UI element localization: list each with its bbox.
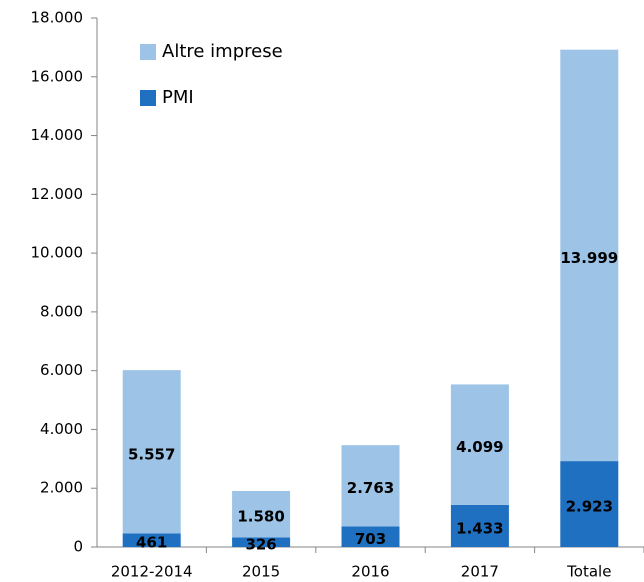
y-tick-label: 18.000 [31, 9, 84, 27]
bar-segment [560, 49, 619, 462]
y-tick-label: 2.000 [40, 479, 83, 497]
bar-segment [450, 384, 509, 505]
data-label: 5.557 [128, 445, 175, 463]
data-label: 1.433 [456, 519, 503, 537]
bar-segment [341, 445, 400, 527]
data-label: 326 [245, 536, 276, 554]
bar-segment [122, 533, 181, 547]
y-tick-label: 6.000 [40, 361, 83, 379]
y-tick-label: 0 [73, 538, 83, 556]
x-tick-label: 2016 [351, 563, 389, 581]
y-tick-label: 8.000 [40, 302, 83, 320]
y-tick-label: 10.000 [31, 244, 84, 262]
x-tick-label: Totale [566, 563, 611, 581]
y-tick-label: 14.000 [31, 126, 84, 144]
bar-segment [232, 490, 291, 538]
data-label: 2.763 [347, 479, 394, 497]
data-label: 2.923 [566, 498, 613, 516]
bar-segment [450, 504, 509, 547]
data-label: 4.099 [456, 438, 503, 456]
bar-segment [560, 461, 619, 547]
data-label: 13.999 [560, 249, 618, 267]
data-label: 703 [355, 530, 386, 548]
legend-label: PMI [162, 87, 194, 108]
data-label: 461 [136, 534, 167, 552]
y-tick-label: 4.000 [40, 420, 83, 438]
legend-label: Altre imprese [162, 41, 283, 62]
legend-swatch [140, 44, 156, 60]
x-tick-label: 2017 [461, 563, 499, 581]
data-label: 1.580 [237, 508, 284, 526]
x-tick-label: 2015 [242, 563, 280, 581]
bar-segment [122, 370, 181, 534]
legend-swatch [140, 90, 156, 106]
y-tick-label: 12.000 [31, 185, 84, 203]
bar-segment [232, 537, 291, 547]
bar-segment [341, 526, 400, 547]
y-tick-label: 16.000 [31, 67, 84, 85]
x-tick-label: 2012-2014 [111, 563, 193, 581]
